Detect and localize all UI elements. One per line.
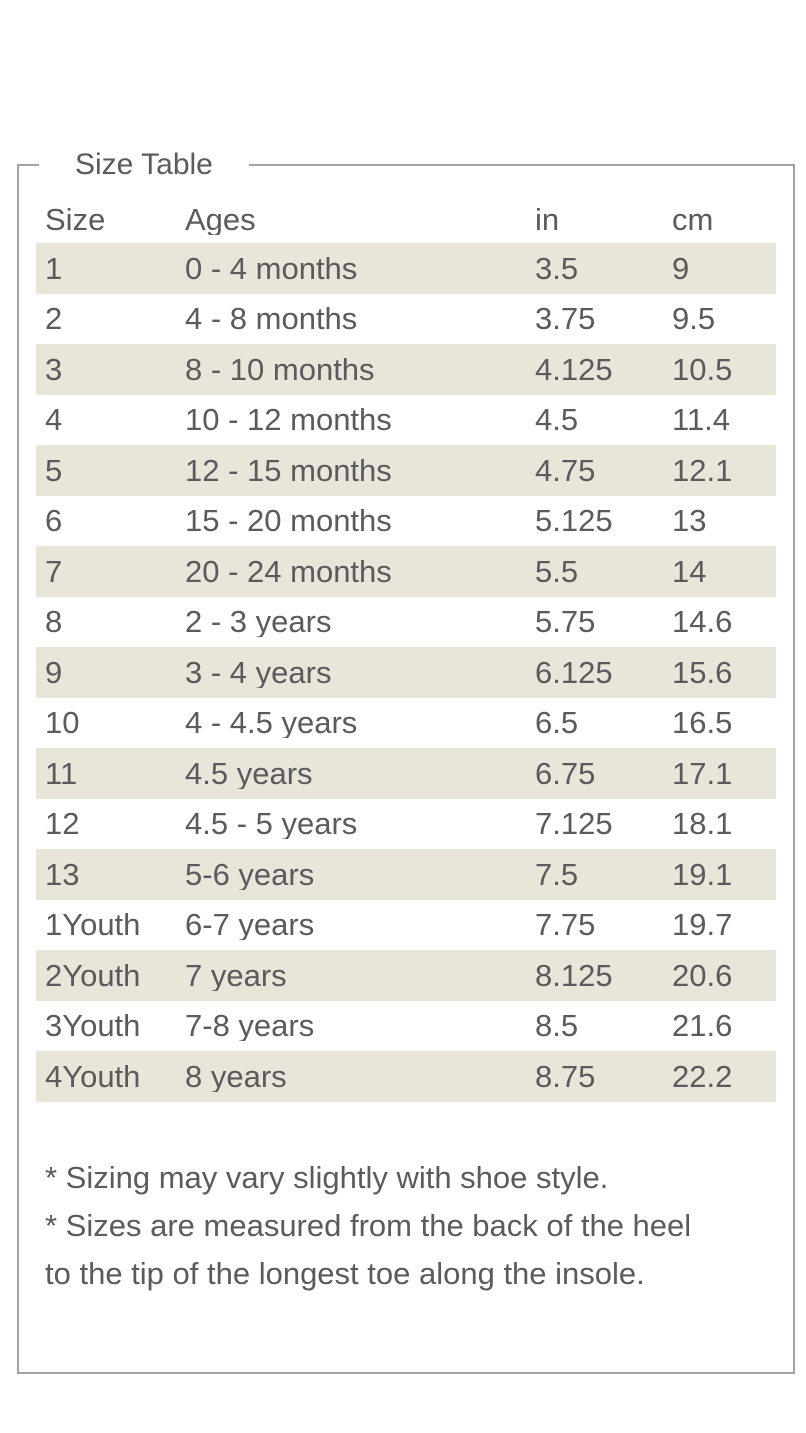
table-row: 4 10 - 12 months 4.5 11.4 (36, 395, 776, 446)
size-table-title: Size Table (39, 147, 249, 183)
cell-cm: 10.5 (672, 353, 733, 385)
cell-ages: 8 years (185, 1060, 287, 1092)
cell-size: 7 (45, 555, 63, 587)
cell-cm: 21.6 (672, 1010, 733, 1042)
cell-size: 2 (45, 303, 63, 335)
table-row: 8 2 - 3 years 5.75 14.6 (36, 597, 776, 648)
cell-size: 6 (45, 505, 63, 537)
size-table-box: Size Table Size Ages in cm 1 0 - 4 months… (17, 147, 795, 1374)
cell-ages: 15 - 20 months (185, 505, 392, 537)
cell-size: 10 (45, 707, 80, 739)
cell-cm: 11.4 (672, 404, 731, 436)
cell-in: 5.125 (535, 505, 613, 537)
cell-size: 3Youth (45, 1010, 141, 1042)
measurement-note-cont: to the tip of the longest toe along the … (45, 1255, 645, 1291)
cell-size: 4 (45, 404, 63, 436)
table-row: 2Youth 7 years 8.125 20.6 (36, 950, 776, 1001)
column-header-cm: cm (672, 204, 714, 235)
table-row: 6 15 - 20 months 5.125 13 (36, 496, 776, 547)
cell-ages: 4.5 - 5 years (185, 808, 358, 840)
cell-ages: 7 years (185, 959, 287, 991)
cell-size: 5 (45, 454, 63, 486)
cell-in: 7.75 (535, 909, 596, 941)
cell-in: 8.125 (535, 959, 613, 991)
cell-size: 1Youth (45, 909, 141, 941)
cell-ages: 10 - 12 months (185, 404, 392, 436)
cell-size: 8 (45, 606, 63, 638)
table-row: 10 4 - 4.5 years 6.5 16.5 (36, 698, 776, 749)
footnotes: * Sizing may vary slightly with shoe sty… (45, 1154, 773, 1298)
cell-size: 1 (45, 252, 63, 284)
cell-size: 11 (45, 757, 78, 789)
table-row: 2 4 - 8 months 3.75 9.5 (36, 294, 776, 345)
cell-ages: 2 - 3 years (185, 606, 332, 638)
cell-ages: 5-6 years (185, 858, 315, 890)
cell-ages: 6-7 years (185, 909, 315, 941)
cell-in: 6.75 (535, 757, 596, 789)
cell-ages: 20 - 24 months (185, 555, 392, 587)
cell-cm: 22.2 (672, 1060, 733, 1092)
cell-ages: 3 - 4 years (185, 656, 332, 688)
cell-size: 12 (45, 808, 80, 840)
cell-in: 5.5 (535, 555, 579, 587)
cell-cm: 9.5 (672, 303, 716, 335)
cell-cm: 17.1 (672, 757, 733, 789)
table-row: 7 20 - 24 months 5.5 14 (36, 546, 776, 597)
column-header-size: Size (45, 204, 106, 235)
cell-in: 6.125 (535, 656, 613, 688)
cell-cm: 13 (672, 505, 707, 537)
cell-size: 2Youth (45, 959, 141, 991)
cell-ages: 7-8 years (185, 1010, 315, 1042)
column-header-in: in (535, 204, 560, 235)
cell-cm: 16.5 (672, 707, 733, 739)
cell-size: 4Youth (45, 1060, 141, 1092)
cell-ages: 8 - 10 months (185, 353, 375, 385)
cell-in: 5.75 (535, 606, 596, 638)
cell-cm: 14 (672, 555, 707, 587)
table-row: 5 12 - 15 months 4.75 12.1 (36, 445, 776, 496)
cell-cm: 14.6 (672, 606, 733, 638)
size-table: Size Ages in cm 1 0 - 4 months 3.5 9 2 4 - 8 … (36, 196, 776, 1102)
cell-in: 8.5 (535, 1010, 579, 1042)
sizing-note: * Sizing may vary slightly with shoe sty… (45, 1159, 609, 1195)
cell-in: 3.75 (535, 303, 596, 335)
cell-cm: 20.6 (672, 959, 733, 991)
table-row: 11 4.5 years 6.75 17.1 (36, 748, 776, 799)
cell-cm: 19.7 (672, 909, 733, 941)
table-row: 3Youth 7-8 years 8.5 21.6 (36, 1001, 776, 1052)
cell-ages: 4 - 4.5 years (185, 707, 358, 739)
cell-ages: 4.5 years (185, 757, 313, 789)
cell-in: 7.5 (535, 858, 579, 890)
cell-in: 3.5 (535, 252, 579, 284)
table-row: 4Youth 8 years 8.75 22.2 (36, 1051, 776, 1102)
table-row: 3 8 - 10 months 4.125 10.5 (36, 344, 776, 395)
cell-ages: 4 - 8 months (185, 303, 358, 335)
cell-in: 6.5 (535, 707, 579, 739)
cell-in: 4.75 (535, 454, 596, 486)
cell-cm: 19.1 (672, 858, 733, 890)
table-row: 9 3 - 4 years 6.125 15.6 (36, 647, 776, 698)
size-table-body: 1 0 - 4 months 3.5 9 2 4 - 8 months 3.75 9.5 3 8 … (36, 243, 776, 1102)
column-header-ages: Ages (185, 204, 256, 235)
cell-in: 8.75 (535, 1060, 596, 1092)
cell-ages: 0 - 4 months (185, 252, 358, 284)
cell-in: 4.125 (535, 353, 613, 385)
table-header-row: Size Ages in cm (36, 196, 776, 243)
cell-in: 7.125 (535, 808, 613, 840)
cell-in: 4.5 (535, 404, 579, 436)
measurement-note: * Sizes are measured from the back of th… (45, 1207, 692, 1243)
cell-size: 3 (45, 353, 63, 385)
cell-cm: 18.1 (672, 808, 733, 840)
cell-size: 13 (45, 858, 80, 890)
cell-ages: 12 - 15 months (185, 454, 392, 486)
cell-cm: 9 (672, 252, 690, 284)
table-row: 1Youth 6-7 years 7.75 19.7 (36, 900, 776, 951)
table-row: 1 0 - 4 months 3.5 9 (36, 243, 776, 294)
table-row: 12 4.5 - 5 years 7.125 18.1 (36, 799, 776, 850)
cell-size: 9 (45, 656, 63, 688)
cell-cm: 12.1 (672, 454, 733, 486)
cell-cm: 15.6 (672, 656, 733, 688)
table-row: 13 5-6 years 7.5 19.1 (36, 849, 776, 900)
